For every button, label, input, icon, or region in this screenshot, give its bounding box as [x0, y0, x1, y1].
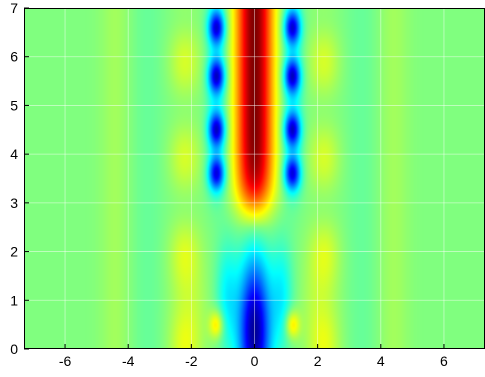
- x-tick-label: -6: [59, 353, 72, 369]
- x-tick-label: 6: [440, 353, 448, 369]
- y-axis: 0 1 2 3 4 5 6 7: [10, 0, 29, 357]
- x-tick-label: 4: [377, 353, 385, 369]
- x-tick-label: 0: [251, 353, 259, 369]
- y-tick-label: 4: [10, 146, 18, 162]
- x-tick-label: -2: [185, 353, 198, 369]
- y-tick-label: 7: [10, 0, 18, 16]
- y-tick-label: 2: [10, 244, 18, 260]
- y-tick-label: 6: [10, 49, 18, 65]
- x-tick-label: -4: [122, 353, 135, 369]
- y-tick-label: 3: [10, 195, 18, 211]
- y-tick-label: 0: [10, 341, 18, 357]
- x-axis: -6 -4 -2 0 2 4 6: [59, 344, 448, 369]
- y-tick-label: 1: [10, 292, 18, 308]
- plot-area: [24, 7, 485, 350]
- y-tick-label: 5: [10, 97, 18, 113]
- x-tick-label: 2: [314, 353, 322, 369]
